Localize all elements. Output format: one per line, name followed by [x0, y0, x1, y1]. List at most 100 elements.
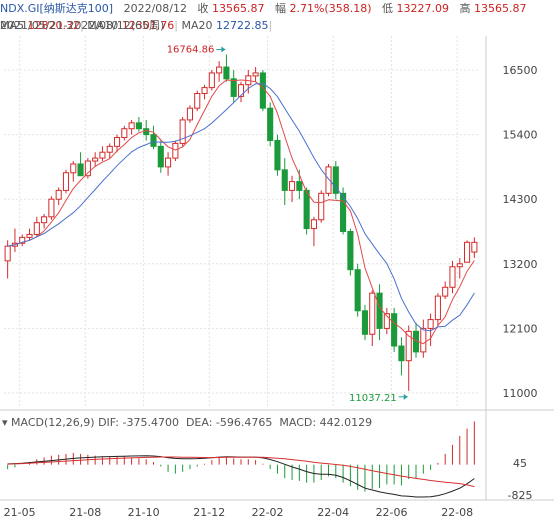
price-axis: 16500 15400 14300 13200 12100 11000 [503, 64, 538, 400]
ma20-label: MA20 [181, 19, 213, 32]
change-label: 幅 [274, 2, 286, 15]
dea-value: -596.4765 [215, 416, 273, 429]
candle-body [398, 345, 405, 362]
candle-body [179, 119, 186, 144]
y-tick-label: 14300 [503, 193, 538, 206]
ma10-value: 12301.76 [121, 19, 175, 32]
high-label: 高 [459, 2, 471, 15]
high-annotation: 16764.86 [167, 44, 215, 55]
dea-label: DEA: [185, 416, 213, 429]
macd-panel: 45 -825 [7, 421, 533, 502]
candle-body [434, 295, 441, 321]
x-tick-label: 21-10 [128, 506, 160, 519]
candle-body [150, 134, 157, 147]
candle-body [26, 233, 33, 238]
candle-body [361, 310, 369, 335]
candle-body [332, 166, 339, 194]
candle-body [194, 92, 201, 109]
x-tick-label: 22-04 [317, 506, 349, 519]
ma5-line [7, 79, 475, 345]
annotations-layer: 16764.86 11037.21 [167, 44, 408, 404]
candle-body [325, 166, 332, 194]
candle-body [464, 241, 471, 263]
candle-body [48, 198, 55, 218]
candle-body [456, 263, 463, 268]
ma-legend: MA5 12820.32| MA10 12301.76| MA20 12722.… [0, 19, 273, 32]
candle-body [135, 122, 142, 130]
ma20-value: 12722.85 [215, 19, 269, 32]
candle-body [84, 160, 91, 177]
candles-layer [4, 54, 478, 391]
candle-body [230, 78, 237, 97]
candle-body [201, 87, 208, 94]
candle-body [208, 72, 215, 89]
candle-body [449, 266, 456, 288]
candle-body [4, 245, 11, 262]
dif-value: -375.4700 [122, 416, 179, 429]
x-tick-label: 21-12 [193, 506, 225, 519]
candle-body [442, 286, 449, 297]
time-axis: 21-05 21-08 21-10 21-12 22-02 22-04 22-06 22-08 [4, 506, 474, 519]
date-range: 2021/05/21-2022/08/12(65周) [0, 18, 550, 34]
candle-body [216, 66, 223, 74]
candle-body [340, 192, 347, 232]
candle-body [369, 292, 376, 335]
candle-body [62, 172, 70, 191]
quote-date: 2022/08/12 [123, 2, 187, 15]
y-tick-label: 11000 [503, 387, 538, 400]
candle-body [427, 319, 434, 329]
macd-label: MACD(12,26,9) [11, 416, 95, 429]
candle-body [172, 142, 179, 159]
y-tick-label: 15400 [503, 129, 538, 142]
high-arrow-head [221, 46, 226, 53]
candle-body [405, 330, 412, 362]
candle-body [121, 128, 128, 139]
candle-body [128, 122, 135, 130]
candle-body [259, 72, 266, 109]
change-value: 2.71%(358.18) [289, 2, 372, 15]
macd-hist-value: 442.0129 [319, 416, 373, 429]
candle-body [354, 269, 361, 312]
x-tick-label: 22-08 [441, 506, 473, 519]
low-annotation: 11037.21 [349, 393, 397, 404]
candle-body [383, 313, 390, 329]
x-tick-label: 21-05 [4, 506, 36, 519]
candle-body [165, 157, 172, 168]
quote-header: NDX.GI[纳斯达克100] 2022/08/12 收 13565.87 幅 … [0, 1, 527, 17]
candle-body [70, 163, 77, 174]
low-label: 低 [382, 2, 394, 15]
ma10-line [7, 83, 475, 332]
macd-settings-icon[interactable]: ▾ [2, 416, 8, 429]
x-tick-label: 22-06 [376, 506, 408, 519]
candle-body [420, 327, 427, 353]
candle-body [347, 231, 354, 271]
candle-body [267, 107, 274, 141]
close-label: 收 [197, 2, 209, 15]
candle-body [303, 189, 310, 230]
candle-body [99, 151, 106, 159]
candle-body [157, 145, 164, 168]
dea-line [7, 456, 475, 488]
symbol-label[interactable]: NDX.GI[纳斯达克100] [0, 2, 114, 15]
candle-body [274, 139, 281, 171]
macd-y-tick-label: -825 [508, 489, 533, 502]
ma10-label: MA10 [87, 19, 119, 32]
candle-body [288, 181, 296, 191]
candle-body [237, 84, 245, 97]
dif-label: DIF: [98, 416, 119, 429]
ma5-label: MA5 [0, 19, 25, 32]
close-value: 13565.87 [211, 2, 265, 15]
ma-lines-layer [7, 79, 475, 345]
candle-body [318, 192, 325, 221]
high-value: 13565.87 [474, 2, 527, 15]
candle-body [391, 313, 398, 347]
x-tick-label: 22-02 [252, 506, 284, 519]
candle-body [186, 107, 194, 121]
candle-body [143, 128, 150, 136]
candle-body [92, 157, 99, 162]
macd-y-tick-label: 45 [513, 457, 527, 470]
candle-body [41, 216, 48, 224]
candle-body [252, 72, 259, 77]
candle-body [223, 66, 230, 80]
